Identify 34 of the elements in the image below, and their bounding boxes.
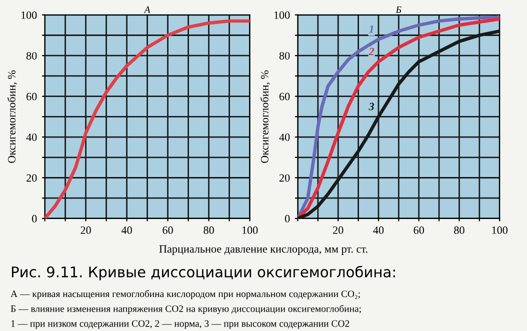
chart-title: Б — [396, 6, 402, 13]
text: А — кривая насыщения гемоглобина кислородом при нормальном содержании CO₂; — [10, 290, 360, 300]
x-tick-label: 60 — [162, 226, 173, 234]
x-tick-label: 80 — [204, 226, 214, 234]
y-axis-title: Оксигемоглобин, % — [7, 70, 18, 163]
y-tick-label: 100 — [21, 11, 37, 19]
y-axis-title: Оксигемоглобин, % — [260, 70, 270, 163]
y-tick-label: 20 — [279, 174, 290, 182]
chart-title: А — [144, 6, 150, 13]
y-tick-label: 40 — [279, 134, 290, 141]
series-label: 2 — [368, 48, 374, 56]
y-tick-label: 80 — [26, 52, 37, 60]
x-tick-label: 100 — [242, 226, 258, 234]
text: Б — влияние изменения напряжения CO2 на кривую диссоциации оксигемоглобина; — [10, 304, 361, 314]
y-tick-label: 60 — [279, 92, 290, 100]
y-tick-label: 60 — [26, 92, 37, 100]
x-tick-label: 20 — [333, 226, 344, 234]
x-axis-title: Парциальное давление кислорода, мм рт. ст. — [159, 245, 368, 255]
y-tick-label: 0 — [32, 214, 37, 222]
x-tick-label: 80 — [454, 226, 464, 234]
y-tick-label: 20 — [26, 174, 37, 182]
x-tick-label: 40 — [373, 226, 384, 234]
y-tick-label: 40 — [26, 134, 37, 141]
series-label: 3 — [368, 102, 374, 110]
y-tick-label: 0 — [284, 214, 290, 222]
y-tick-label: 80 — [279, 52, 290, 60]
y-tick-label: 100 — [274, 11, 290, 19]
x-tick-label: 60 — [414, 226, 424, 234]
text: 1 — при низком содержании CO2, 2 — норма, 3 — при высоком содержании CO2 — [11, 320, 350, 329]
x-tick-label: 20 — [80, 226, 91, 234]
series-label: 1 — [369, 25, 374, 33]
x-tick-label: 40 — [121, 226, 132, 234]
text: Рис. 9.11. Кривые диссоциации оксигемоглобина: — [12, 266, 395, 280]
x-tick-label: 100 — [492, 226, 508, 234]
